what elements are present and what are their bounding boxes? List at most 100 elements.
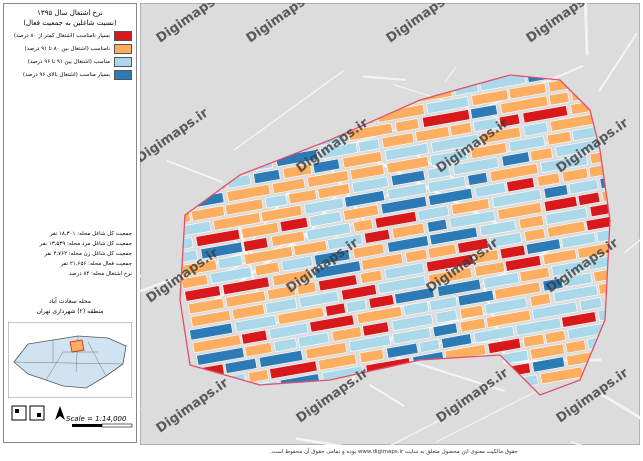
block	[282, 163, 313, 179]
block	[522, 105, 569, 124]
block	[384, 142, 429, 161]
block	[360, 252, 404, 271]
block	[548, 91, 570, 106]
block	[577, 242, 610, 259]
block	[180, 220, 212, 239]
location: محله سعادت آباد منطقه (۲) شهرداری تهران	[4, 297, 136, 317]
block	[467, 172, 489, 186]
block	[479, 219, 517, 237]
block	[268, 322, 309, 340]
scale-bar	[101, 423, 133, 428]
block	[318, 274, 358, 292]
block	[270, 230, 306, 247]
block	[531, 301, 578, 320]
block	[344, 190, 386, 208]
block	[459, 304, 484, 320]
legend-swatch	[114, 31, 132, 41]
block	[293, 239, 328, 257]
stat-line: جمعیت کل شاغل محله: ۱۸,۳۰۱ نفر	[49, 231, 132, 237]
block	[342, 204, 380, 221]
map: Digimaps.ir Digimaps.ir Digimaps.ir Digimap…	[140, 3, 640, 445]
road	[368, 383, 405, 407]
block	[271, 177, 306, 194]
block	[266, 285, 297, 301]
block	[391, 313, 434, 332]
block	[258, 349, 304, 368]
block	[402, 301, 430, 316]
block	[561, 167, 589, 183]
block	[281, 255, 314, 272]
block	[492, 188, 542, 208]
block	[243, 246, 294, 265]
block	[508, 82, 547, 100]
block	[222, 276, 270, 296]
block	[386, 342, 419, 359]
block	[452, 156, 499, 176]
block	[451, 198, 490, 216]
block	[553, 284, 599, 303]
north-arrow	[55, 406, 65, 420]
block	[525, 238, 561, 255]
stat-line: جمعیت کل شاغل مرد محله: ۱۳,۵۳۹ نفر	[39, 241, 132, 247]
road	[444, 66, 457, 83]
road	[295, 437, 344, 445]
legend-label: نامناسب (اشتغال بین ۸۰ تا ۹۱ درصد)	[24, 46, 111, 52]
block	[241, 329, 268, 345]
block	[440, 333, 473, 349]
block	[210, 266, 253, 285]
block	[345, 299, 367, 313]
neighborhood: محله سعادت آباد	[48, 298, 91, 305]
block	[421, 109, 471, 128]
block	[501, 151, 531, 167]
road	[363, 75, 406, 81]
block	[542, 248, 578, 265]
block	[181, 274, 209, 290]
block	[394, 118, 420, 133]
block	[390, 169, 426, 187]
legend-item: مناسب (اشتغال بین ۹۱ تا ۹۶ درصد)	[8, 57, 132, 67]
block	[529, 292, 552, 307]
block	[253, 169, 281, 185]
legend-label: مناسب (اشتغال بین ۹۱ تا ۹۶ درصد)	[27, 59, 110, 65]
block	[265, 298, 298, 314]
block	[217, 254, 244, 270]
block	[506, 177, 535, 193]
block	[499, 244, 526, 260]
block	[326, 233, 364, 251]
block	[356, 305, 403, 325]
legend-swatch	[114, 57, 132, 67]
block	[349, 163, 385, 181]
block	[297, 332, 330, 348]
block	[359, 269, 383, 284]
block	[529, 147, 553, 162]
block	[368, 294, 395, 309]
block	[272, 269, 312, 287]
block	[426, 218, 448, 233]
footer-note: حقوق مالکیت معنوی این محصول متعلق به سای…	[269, 449, 519, 455]
block	[427, 165, 451, 180]
block	[487, 337, 522, 354]
road	[389, 409, 459, 445]
block	[224, 357, 258, 374]
block	[429, 226, 478, 246]
block	[380, 195, 428, 215]
block	[296, 281, 317, 296]
block	[523, 227, 546, 242]
block	[404, 248, 428, 263]
block	[536, 172, 561, 187]
highlight-area	[69, 339, 85, 353]
block	[426, 96, 470, 114]
legend-label: بسیار مناسب (اشتغال بالای ۹۶ درصد)	[22, 72, 110, 78]
block	[226, 183, 271, 202]
block	[470, 142, 508, 159]
block	[427, 243, 457, 259]
block	[429, 149, 468, 167]
block	[546, 220, 586, 238]
block	[313, 249, 351, 266]
block	[340, 284, 378, 301]
legend-item: بسیار نامناسب (اشتغال کمتر از ۸۰ درصد)	[8, 31, 132, 41]
block	[231, 303, 266, 320]
block	[348, 334, 392, 352]
block	[260, 204, 303, 223]
block	[418, 338, 441, 353]
